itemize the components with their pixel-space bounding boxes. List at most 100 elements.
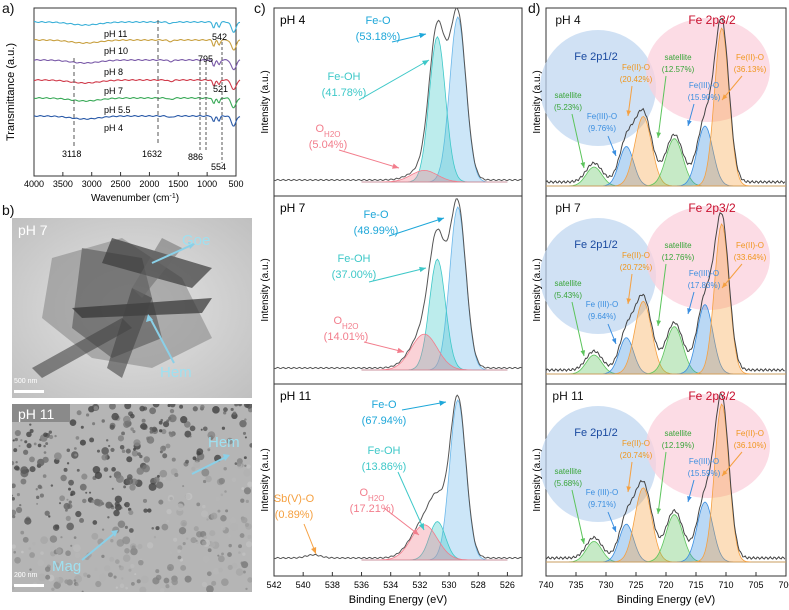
sat1-label: satellite — [554, 279, 582, 288]
c3-sb: Sb(V)-O — [274, 493, 315, 505]
fe-2p32-label: Fe 2p3/2 — [688, 13, 736, 27]
curve-label-ph10: pH 10 — [104, 46, 128, 56]
c2-feo-pct: (48.99%) — [354, 225, 399, 237]
sat1-label: satellite — [554, 91, 582, 100]
fe3-2-pct: (15.59%) — [688, 469, 721, 478]
a-xtick: 2500 — [111, 179, 131, 189]
sat1-pct: (5.68%) — [554, 479, 582, 488]
panel-d-xps-chart: 740 735 730 725 720 715 710 705 700 Binding Ener… — [532, 7, 789, 606]
fe2-1-pct: (20.72%) — [620, 263, 653, 272]
d-ph-label: pH 4 — [555, 13, 581, 27]
sat1-label: satellite — [554, 467, 582, 476]
curve-label-ph7: pH 7 — [104, 86, 123, 96]
tem-hem-label-1: Hem — [160, 364, 192, 381]
panel-label-d: d) — [528, 0, 541, 16]
curve-label-ph8: pH 8 — [104, 67, 123, 77]
d-xtick: 725 — [628, 580, 643, 590]
tem-ph7-label: pH 7 — [18, 222, 48, 238]
sat2-pct: (12.57%) — [662, 65, 695, 74]
fe2-1-label: Fe(II)-O — [622, 63, 650, 72]
fe-2p32-label: Fe 2p3/2 — [688, 201, 736, 215]
d-xtick: 715 — [688, 580, 703, 590]
ftir-curve — [33, 115, 241, 127]
fe3-1-pct: (9.76%) — [588, 124, 616, 133]
fe3-1-pct: (9.64%) — [588, 312, 616, 321]
c3-feoh-pct: (13.86%) — [362, 461, 407, 473]
annot-521: 521 — [213, 84, 228, 94]
fe2-1-label: Fe(II)-O — [622, 439, 650, 448]
panel-d-xlabel: Binding Energy (eV) — [617, 594, 715, 606]
fe2-1-label: Fe(II)-O — [622, 251, 650, 260]
ftir-curve — [33, 59, 241, 71]
o1s-envelope — [273, 198, 522, 370]
panel-d-ylabel-2: Intensity (a.u.) — [532, 258, 543, 321]
a-xtick: 2000 — [139, 179, 159, 189]
sat2-pct: (12.19%) — [662, 441, 695, 450]
tem-scale-1: 500 nm — [14, 378, 38, 385]
tem-goe-label: Goe — [182, 232, 211, 249]
fe2p-component — [546, 138, 786, 187]
ftir-curve — [34, 79, 241, 91]
fe-2p12-label: Fe 2p1/2 — [574, 239, 617, 251]
panel-a-xlabel: Wavenumber (cm-1) — [91, 193, 179, 205]
curve-label-ph11: pH 11 — [104, 29, 127, 39]
fe2-2-label: Fe(II)-O — [736, 53, 764, 62]
tem-ph11-label: pH 11 — [18, 406, 55, 422]
fe3-2-pct: (17.83%) — [688, 281, 721, 290]
sat2-label: satellite — [664, 429, 692, 438]
c-xtick: 530 — [442, 580, 457, 590]
c2-feo: Fe-O — [363, 209, 389, 221]
o1s-component — [361, 36, 508, 183]
annot-3118: 3118 — [62, 149, 81, 159]
c1-oh2o: OH2O — [315, 123, 340, 139]
tem-image-ph7: pH 7 Goe Hem 500 nm — [12, 218, 252, 398]
fe3-1-pct: (9.71%) — [588, 500, 616, 509]
c3-feoh: Fe-OH — [368, 445, 401, 457]
panel-c-ylabel-2: Intensity (a.u.) — [260, 258, 271, 321]
c3-sb-pct: (0.89%) — [275, 509, 314, 521]
panel-c-ylabel-1: Intensity (a.u.) — [260, 70, 271, 133]
fe-2p12-label: Fe 2p1/2 — [574, 51, 617, 63]
sat2-label: satellite — [664, 53, 692, 62]
fe3-1-label: Fe (III)-O — [586, 488, 618, 497]
c2-oh2o-pct: (14.01%) — [324, 331, 369, 343]
fe2-2-pct: (36.13%) — [734, 65, 767, 74]
fe2p-component — [546, 27, 786, 187]
annot-886: 886 — [188, 152, 203, 162]
c-xtick: 528 — [471, 580, 486, 590]
c1-feo: Fe-O — [365, 15, 391, 27]
ftir-curve — [33, 39, 241, 51]
c1-feo-pct: (53.18%) — [356, 31, 401, 43]
fe2p-component — [546, 403, 786, 563]
fe2p-component — [546, 514, 786, 563]
annot-1632: 1632 — [142, 149, 162, 159]
c-xtick: 534 — [383, 580, 398, 590]
c1-ph: pH 4 — [280, 13, 306, 27]
fe-2p32-label: Fe 2p3/2 — [688, 389, 736, 403]
c2-feoh: Fe-OH — [338, 253, 371, 265]
o1s-envelope — [273, 7, 522, 182]
fe3-1-label: Fe (III)-O — [586, 300, 618, 309]
panel-d-ylabel-3: Intensity (a.u.) — [532, 448, 543, 511]
tem-scale-2: 200 nm — [14, 572, 38, 579]
o1s-envelope — [273, 394, 522, 560]
c3-oh2o: OH2O — [359, 487, 384, 503]
curve-label-ph4: pH 4 — [104, 123, 123, 133]
fe3-2-label: Fe(III)-O — [689, 81, 719, 90]
a-xtick: 4000 — [24, 179, 44, 189]
panel-label-b: b) — [2, 202, 15, 218]
a-xtick: 1000 — [197, 179, 217, 189]
fe2-2-label: Fe(II)-O — [736, 429, 764, 438]
fe2p-envelope — [545, 212, 785, 373]
c1-feoh-pct: (41.78%) — [322, 87, 367, 99]
ftir-curve — [33, 97, 241, 109]
d-ph-label: pH 11 — [552, 389, 583, 403]
panel-label-a: a) — [2, 0, 15, 16]
c2-feoh-pct: (37.00%) — [332, 269, 377, 281]
annot-795: 795 — [198, 54, 213, 64]
panel-c-xps-chart: 542 540 538 536 534 532 530 528 526 Binding Ener… — [260, 7, 523, 606]
o1s-component — [361, 333, 508, 371]
c2-oh2o: OH2O — [333, 315, 358, 331]
annot-542: 542 — [212, 32, 227, 42]
a-xtick: 3000 — [82, 179, 102, 189]
